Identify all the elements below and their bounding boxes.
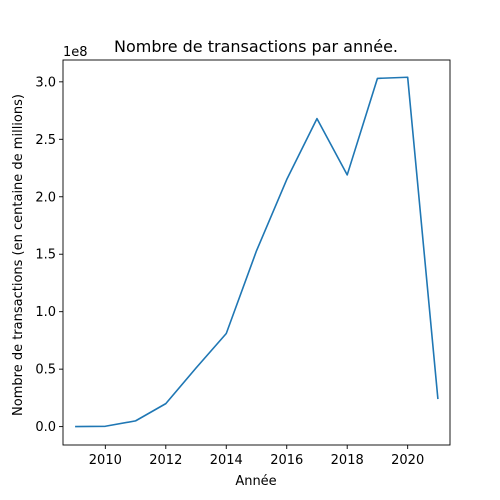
y-tick-label-2.5: 2.5 (35, 133, 56, 148)
x-tick-label-2014: 2014 (210, 453, 243, 468)
axes-frame (62, 59, 451, 446)
series-line-0 (75, 76, 439, 428)
y-offset-text: 1e8 (63, 45, 88, 60)
x-tick-label-2012: 2012 (149, 453, 182, 468)
y-tick-label-1.5: 1.5 (35, 248, 56, 263)
x-tick-label-2010: 2010 (89, 453, 122, 468)
x-tick-label-2020: 2020 (391, 453, 424, 468)
y-tick-label-0.0: 0.0 (35, 420, 56, 435)
y-tick-label-2.0: 2.0 (35, 190, 56, 205)
x-tick-label-2018: 2018 (331, 453, 364, 468)
plot-area: 2010 2012 2014 2016 2018 2020 0.0 0.5 1.0 1.5 2.0 2… (35, 59, 451, 468)
y-axis-label: Nombre de transactions (en centaine de m… (11, 94, 26, 416)
y-tick-label-3.0: 3.0 (35, 75, 56, 90)
x-axis-label: Année (235, 474, 276, 489)
y-tick-label-1.0: 1.0 (35, 305, 56, 320)
chart-title: Nombre de transactions par année. (114, 37, 398, 56)
y-tick-label-0.5: 0.5 (35, 363, 56, 378)
x-tick-label-2016: 2016 (270, 453, 303, 468)
